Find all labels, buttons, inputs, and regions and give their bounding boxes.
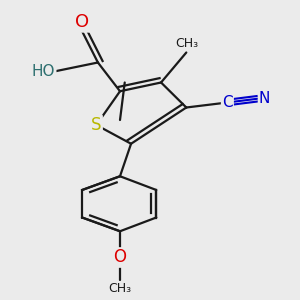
- Text: CH₃: CH₃: [175, 37, 198, 50]
- Text: O: O: [113, 248, 127, 266]
- Text: CH₃: CH₃: [108, 283, 132, 296]
- Text: HO: HO: [32, 64, 55, 79]
- Text: C: C: [222, 95, 233, 110]
- Text: O: O: [75, 13, 89, 31]
- Text: S: S: [91, 116, 102, 134]
- Text: N: N: [259, 91, 270, 106]
